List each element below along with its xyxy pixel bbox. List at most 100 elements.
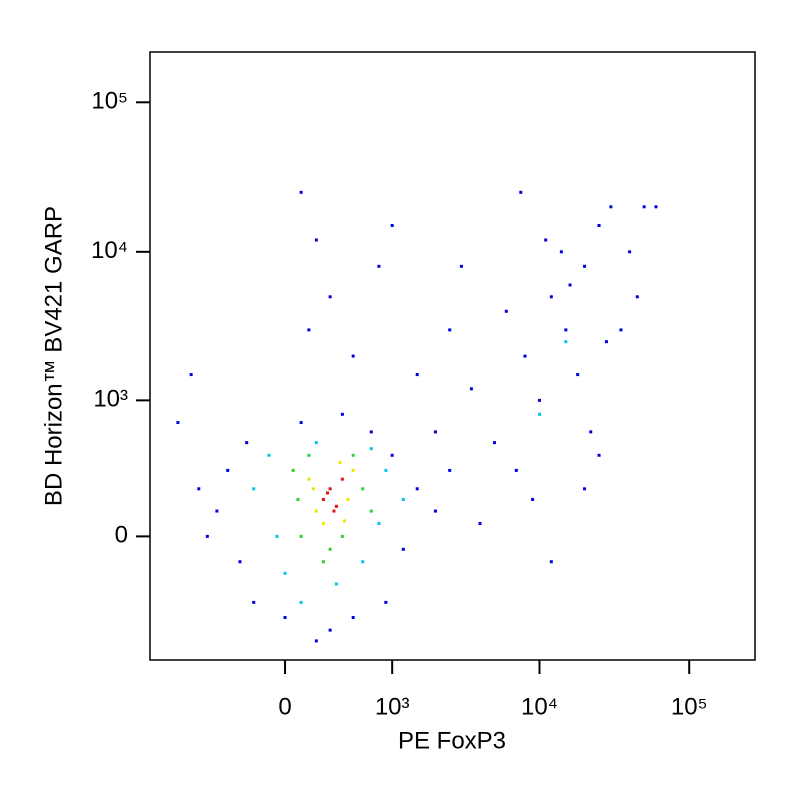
point bbox=[478, 521, 482, 525]
point bbox=[299, 600, 303, 604]
point bbox=[340, 534, 344, 538]
point bbox=[299, 190, 303, 194]
y-tick-label: 10⁵ bbox=[91, 88, 128, 115]
point bbox=[537, 412, 541, 416]
point bbox=[328, 628, 332, 632]
point bbox=[564, 340, 568, 344]
point bbox=[226, 468, 230, 472]
point bbox=[564, 328, 568, 332]
point bbox=[328, 487, 332, 491]
point bbox=[401, 547, 405, 551]
point bbox=[205, 534, 209, 538]
point bbox=[492, 441, 496, 445]
point bbox=[321, 560, 325, 564]
y-tick-label: 0 bbox=[115, 522, 128, 549]
y-tick-label: 10⁴ bbox=[91, 237, 128, 264]
point bbox=[291, 468, 295, 472]
point bbox=[351, 468, 355, 472]
point bbox=[299, 421, 303, 425]
point bbox=[390, 453, 394, 457]
point bbox=[583, 487, 587, 491]
point bbox=[549, 560, 553, 564]
point bbox=[176, 421, 180, 425]
point bbox=[361, 560, 365, 564]
point bbox=[384, 468, 388, 472]
point bbox=[469, 387, 473, 391]
y-tick-label: 10³ bbox=[93, 386, 128, 413]
point bbox=[252, 600, 256, 604]
point bbox=[314, 238, 318, 242]
point bbox=[296, 497, 300, 501]
point bbox=[537, 398, 541, 402]
point bbox=[448, 328, 452, 332]
point bbox=[401, 497, 405, 501]
point bbox=[433, 509, 437, 513]
point bbox=[589, 430, 593, 434]
point bbox=[314, 509, 318, 513]
point bbox=[415, 373, 419, 377]
point bbox=[504, 309, 508, 313]
point bbox=[321, 521, 325, 525]
x-tick-label: 10⁴ bbox=[521, 693, 558, 720]
point bbox=[311, 487, 315, 491]
point bbox=[369, 509, 373, 513]
point bbox=[544, 238, 548, 242]
point bbox=[351, 453, 355, 457]
point bbox=[340, 477, 344, 481]
point bbox=[351, 354, 355, 358]
x-tick-label: 10⁵ bbox=[671, 693, 708, 720]
point bbox=[314, 639, 318, 643]
point bbox=[189, 373, 193, 377]
point bbox=[307, 328, 311, 332]
y-axis-label: BD Horizon™ BV421 GARP bbox=[40, 206, 67, 506]
point bbox=[377, 521, 381, 525]
point bbox=[583, 264, 587, 268]
point bbox=[338, 460, 342, 464]
point bbox=[267, 453, 271, 457]
point bbox=[604, 340, 608, 344]
point bbox=[299, 534, 303, 538]
point bbox=[559, 250, 563, 254]
point bbox=[619, 328, 623, 332]
point bbox=[325, 491, 329, 495]
point bbox=[283, 615, 287, 619]
x-tick-label: 0 bbox=[278, 693, 291, 720]
point bbox=[361, 487, 365, 491]
point bbox=[321, 497, 325, 501]
x-tick-label: 10³ bbox=[375, 693, 410, 720]
point bbox=[628, 250, 632, 254]
point bbox=[369, 447, 373, 451]
plot-frame bbox=[149, 51, 756, 661]
point bbox=[307, 477, 311, 481]
point bbox=[390, 223, 394, 227]
point bbox=[384, 600, 388, 604]
point bbox=[245, 441, 249, 445]
point bbox=[597, 453, 601, 457]
point bbox=[568, 283, 572, 287]
point bbox=[576, 373, 580, 377]
point bbox=[609, 205, 613, 209]
point bbox=[433, 430, 437, 434]
point bbox=[340, 412, 344, 416]
point bbox=[343, 519, 347, 523]
point bbox=[314, 441, 318, 445]
point bbox=[514, 468, 518, 472]
point bbox=[459, 264, 463, 268]
point bbox=[215, 509, 219, 513]
point bbox=[531, 497, 535, 501]
point bbox=[597, 223, 601, 227]
x-axis-label: PE FoxP3 bbox=[398, 727, 506, 754]
point bbox=[334, 504, 338, 508]
point bbox=[275, 534, 279, 538]
point bbox=[654, 205, 658, 209]
point bbox=[328, 547, 332, 551]
point bbox=[252, 487, 256, 491]
point bbox=[642, 205, 646, 209]
point bbox=[549, 295, 553, 299]
point bbox=[377, 264, 381, 268]
point bbox=[328, 295, 332, 299]
point bbox=[369, 430, 373, 434]
point bbox=[523, 354, 527, 358]
point bbox=[307, 453, 311, 457]
